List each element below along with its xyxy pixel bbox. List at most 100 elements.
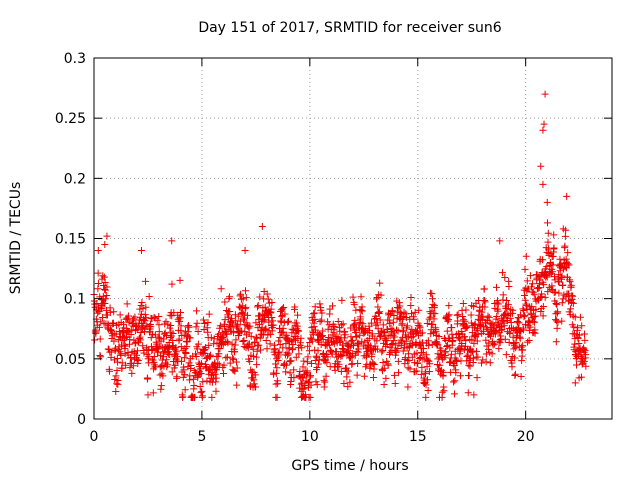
data-point xyxy=(304,353,312,361)
data-point xyxy=(297,334,305,342)
data-point xyxy=(318,309,326,317)
data-point xyxy=(561,263,569,271)
data-point xyxy=(373,337,381,345)
data-point xyxy=(390,371,398,379)
data-point xyxy=(225,295,233,303)
data-point xyxy=(325,321,333,329)
data-point xyxy=(553,301,561,309)
data-point xyxy=(318,316,326,324)
data-point xyxy=(192,323,200,331)
data-point xyxy=(541,90,549,98)
data-point xyxy=(313,363,321,371)
data-point xyxy=(113,366,121,374)
data-point xyxy=(435,333,443,341)
data-point xyxy=(354,345,362,353)
data-point xyxy=(144,375,152,383)
data-point xyxy=(275,337,283,345)
data-point xyxy=(570,323,578,331)
data-point xyxy=(544,219,552,227)
data-point xyxy=(513,318,521,326)
data-point xyxy=(525,336,533,344)
data-point xyxy=(156,371,164,379)
data-point xyxy=(120,329,128,337)
data-point xyxy=(168,280,176,288)
data-point xyxy=(261,326,269,334)
data-point xyxy=(142,322,150,330)
data-point xyxy=(299,363,307,371)
data-point xyxy=(123,300,131,308)
data-point xyxy=(505,338,513,346)
data-point xyxy=(351,351,359,359)
data-point xyxy=(558,317,566,325)
data-point xyxy=(582,351,590,359)
data-point xyxy=(297,387,305,395)
data-point xyxy=(327,346,335,354)
data-point xyxy=(461,317,469,325)
data-point xyxy=(307,335,315,343)
data-point xyxy=(196,382,204,390)
data-point xyxy=(484,312,492,320)
data-point xyxy=(492,283,500,291)
data-point xyxy=(380,381,388,389)
data-point xyxy=(306,393,314,401)
data-point xyxy=(186,334,194,342)
data-point xyxy=(452,369,460,377)
data-point xyxy=(417,370,425,378)
data-point xyxy=(282,368,290,376)
data-point xyxy=(173,353,181,361)
data-point xyxy=(482,358,490,366)
data-point xyxy=(517,373,525,381)
data-point xyxy=(390,312,398,320)
data-point xyxy=(194,328,202,336)
data-point xyxy=(255,341,263,349)
data-point xyxy=(432,338,440,346)
data-point xyxy=(492,327,500,335)
data-point xyxy=(308,337,316,345)
data-point xyxy=(231,341,239,349)
data-point xyxy=(225,313,233,321)
data-point xyxy=(537,162,545,170)
data-point xyxy=(200,325,208,333)
data-point xyxy=(111,344,119,352)
data-point xyxy=(299,374,307,382)
data-point xyxy=(520,306,528,314)
data-point xyxy=(503,297,511,305)
data-point xyxy=(102,306,110,314)
data-point xyxy=(575,340,583,348)
data-point xyxy=(576,313,584,321)
data-point xyxy=(99,314,107,322)
data-point xyxy=(388,307,396,315)
data-point xyxy=(154,333,162,341)
data-point xyxy=(184,328,192,336)
data-point xyxy=(306,373,314,381)
data-point xyxy=(341,328,349,336)
data-point xyxy=(281,310,289,318)
data-point xyxy=(393,326,401,334)
data-point xyxy=(194,340,202,348)
data-point xyxy=(231,348,239,356)
data-point xyxy=(241,305,249,313)
data-point xyxy=(264,295,272,303)
data-point xyxy=(91,336,99,344)
data-point xyxy=(315,360,323,368)
data-point xyxy=(373,319,381,327)
data-point xyxy=(141,317,149,325)
data-point xyxy=(247,332,255,340)
data-point xyxy=(231,311,239,319)
data-point xyxy=(379,346,387,354)
data-point xyxy=(439,368,447,376)
data-point xyxy=(464,389,472,397)
series-sun6 xyxy=(90,90,590,401)
data-point xyxy=(422,370,430,378)
data-point xyxy=(296,367,304,375)
data-point xyxy=(465,372,473,380)
data-point xyxy=(254,342,262,350)
data-point xyxy=(296,384,304,392)
data-point xyxy=(562,226,570,234)
data-point xyxy=(312,357,320,365)
data-point xyxy=(266,309,274,317)
data-point xyxy=(226,318,234,326)
data-point xyxy=(200,346,208,354)
data-point xyxy=(483,342,491,350)
data-point xyxy=(137,247,145,255)
